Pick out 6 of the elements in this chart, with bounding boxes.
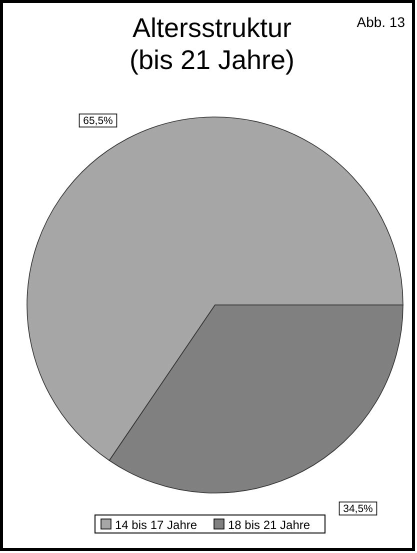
chart-title: Altersstruktur (bis 21 Jahre)	[129, 13, 295, 75]
data-label: 65,5%	[83, 115, 113, 127]
legend-label: 18 bis 21 Jahre	[228, 518, 310, 532]
data-label: 34,5%	[343, 503, 373, 515]
legend-label: 14 bis 17 Jahre	[115, 518, 198, 532]
caption: Abb. 13	[356, 14, 406, 30]
